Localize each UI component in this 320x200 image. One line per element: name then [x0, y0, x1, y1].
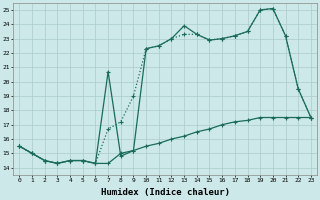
X-axis label: Humidex (Indice chaleur): Humidex (Indice chaleur) [100, 188, 230, 197]
